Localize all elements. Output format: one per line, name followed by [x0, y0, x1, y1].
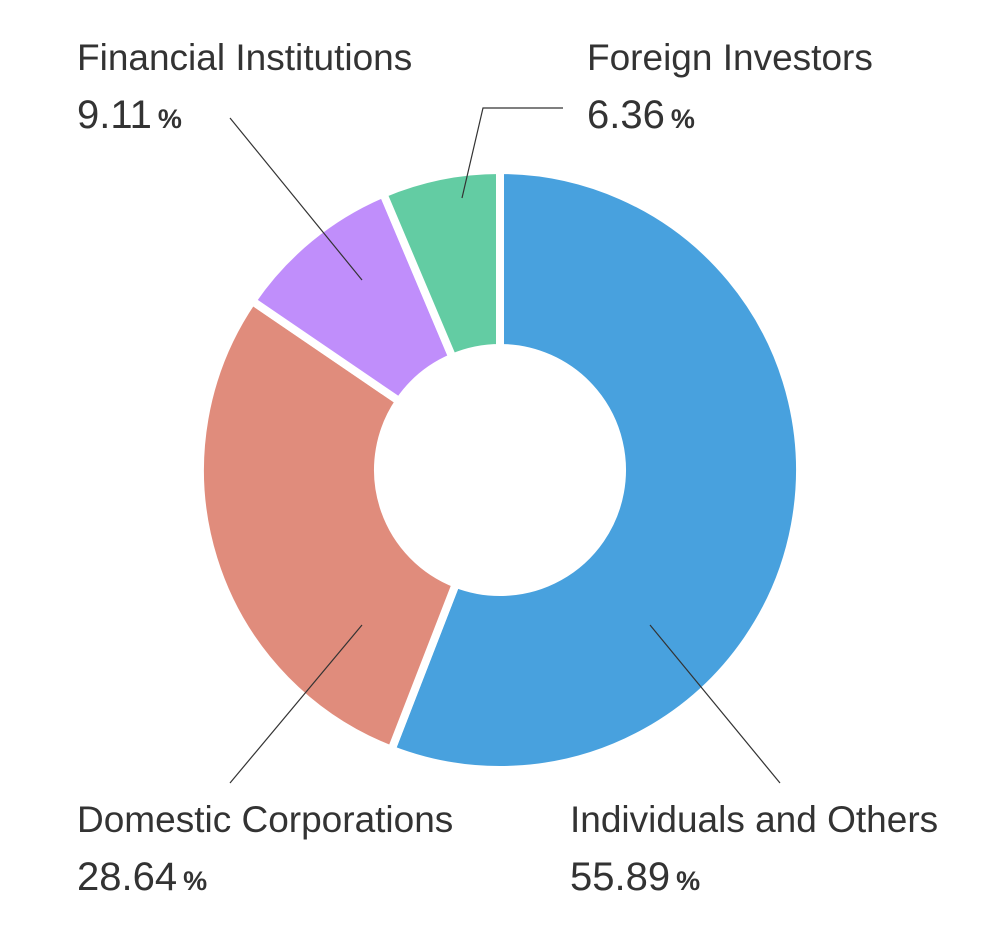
label-name-financial-institutions: Financial Institutions: [77, 37, 412, 78]
label-value-financial-institutions: 9.11%: [77, 93, 182, 137]
slices-group: [196, 165, 804, 774]
leader-line-financial-institutions: [229, 117, 363, 281]
slice-individuals-and-others: [386, 165, 804, 774]
label-name-domestic-corporations: Domestic Corporations: [77, 799, 453, 840]
leader-lines-group: [229, 107, 781, 784]
label-value-individuals-and-others: 55.89%: [570, 855, 700, 899]
slice-foreign-investors: [378, 165, 504, 363]
label-value-domestic-corporations: 28.64%: [77, 855, 207, 899]
label-name-foreign-investors: Foreign Investors: [587, 37, 873, 78]
leader-line-foreign-investors: [461, 107, 563, 199]
label-name-individuals-and-others: Individuals and Others: [570, 799, 938, 840]
leader-line-domestic-corporations: [229, 624, 363, 784]
leader-line-individuals-and-others: [649, 624, 781, 784]
labels-group: Individuals and Others 55.89 % Domestic Cor…: [77, 37, 938, 899]
label-value-foreign-investors: 6.36%: [587, 93, 695, 137]
slice-domestic-corporations: [196, 295, 462, 755]
